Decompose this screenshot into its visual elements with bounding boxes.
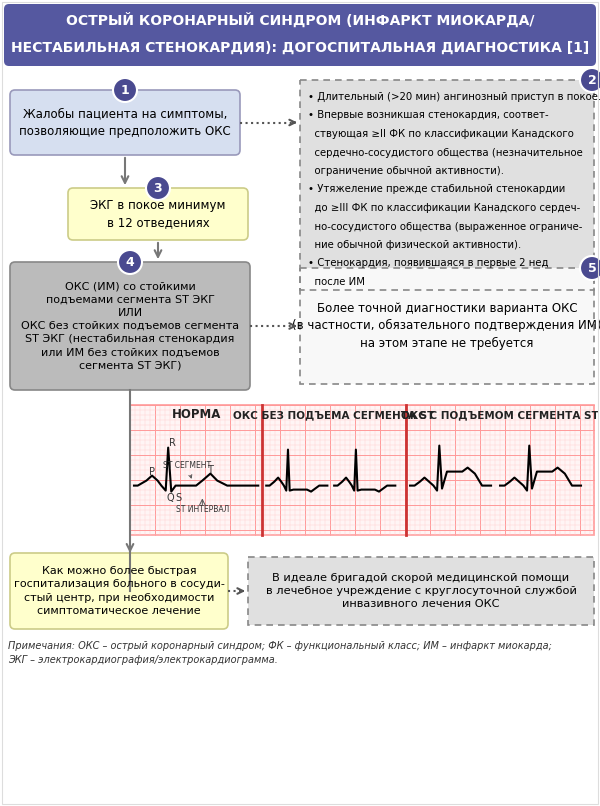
Text: НОРМА: НОРМА — [172, 409, 221, 422]
Text: но-сосудистого общества (выраженное ограниче-: но-сосудистого общества (выраженное огра… — [308, 222, 583, 231]
Text: НЕСТАБИЛЬНАЯ СТЕНОКАРДИЯ): ДОГОСПИТАЛЬНАЯ ДИАГНОСТИКА [1]: НЕСТАБИЛЬНАЯ СТЕНОКАРДИЯ): ДОГОСПИТАЛЬНА… — [11, 41, 589, 55]
Text: ОКС С ПОДЪЕМОМ СЕГМЕНТА ST: ОКС С ПОДЪЕМОМ СЕГМЕНТА ST — [401, 410, 599, 420]
Bar — [130, 405, 594, 535]
Text: Жалобы пациента на симптомы,
позволяющие предположить ОКС: Жалобы пациента на симптомы, позволяющие… — [19, 107, 231, 138]
Text: ОКС (ИМ) со стойкими
подъемами сегмента ST ЭКГ
ИЛИ
ОКС без стойких подъемов сегм: ОКС (ИМ) со стойкими подъемами сегмента … — [21, 281, 239, 371]
Circle shape — [580, 68, 600, 92]
Text: ST ИНТЕРВАЛ: ST ИНТЕРВАЛ — [176, 505, 229, 514]
Bar — [300, 268, 594, 384]
Circle shape — [113, 78, 137, 102]
Text: ОСТРЫЙ КОРОНАРНЫЙ СИНДРОМ (ИНФАРКТ МИОКАРДА/: ОСТРЫЙ КОРОНАРНЫЙ СИНДРОМ (ИНФАРКТ МИОКА… — [66, 12, 534, 27]
Text: • Впервые возникшая стенокардия, соответ-: • Впервые возникшая стенокардия, соответ… — [308, 110, 548, 121]
Bar — [300, 268, 594, 384]
FancyBboxPatch shape — [10, 90, 240, 155]
Text: 1: 1 — [121, 84, 130, 97]
Text: после ИМ: после ИМ — [308, 277, 365, 287]
Text: • Длительный (>20 мин) ангинозный приступ в покое.: • Длительный (>20 мин) ангинозный присту… — [308, 92, 600, 102]
Text: Как можно более быстрая
госпитализация больного в сосуди-
стый центр, при необхо: Как можно более быстрая госпитализация б… — [14, 566, 224, 616]
FancyBboxPatch shape — [68, 188, 248, 240]
FancyBboxPatch shape — [10, 553, 228, 629]
Text: ствующая ≥II ФК по классификации Канадского: ствующая ≥II ФК по классификации Канадск… — [308, 129, 574, 139]
Text: ние обычной физической активности).: ние обычной физической активности). — [308, 240, 521, 250]
Bar — [248, 557, 594, 625]
Text: до ≥III ФК по классификации Канадского сердеч-: до ≥III ФК по классификации Канадского с… — [308, 203, 580, 213]
Text: S: S — [175, 492, 181, 503]
Text: P: P — [149, 467, 155, 476]
FancyBboxPatch shape — [4, 4, 596, 66]
Text: • Утяжеление прежде стабильной стенокардии: • Утяжеление прежде стабильной стенокард… — [308, 185, 565, 194]
Text: 3: 3 — [154, 181, 163, 194]
Text: 2: 2 — [587, 73, 596, 86]
Text: ОКС БЕЗ ПОДЪЕМА СЕГМЕНТА ST: ОКС БЕЗ ПОДЪЕМА СЕГМЕНТА ST — [233, 410, 435, 420]
Text: Q: Q — [167, 492, 175, 503]
Text: 4: 4 — [125, 256, 134, 268]
Circle shape — [580, 256, 600, 280]
Text: сердечно-сосудистого общества (незначительное: сердечно-сосудистого общества (незначите… — [308, 147, 583, 157]
Text: R: R — [169, 438, 176, 447]
Text: 5: 5 — [587, 261, 596, 275]
Text: ST СЕГМЕНТ: ST СЕГМЕНТ — [163, 461, 211, 478]
Circle shape — [118, 250, 142, 274]
Text: Примечания: ОКС – острый коронарный синдром; ФК – функциональный класс; ИМ – инф: Примечания: ОКС – острый коронарный синд… — [8, 641, 552, 651]
Text: В идеале бригадой скорой медицинской помощи
в лечебное учреждение с круглосуточн: В идеале бригадой скорой медицинской пом… — [266, 573, 577, 609]
Text: ЭКГ – электрокардиография/электрокардиограмма.: ЭКГ – электрокардиография/электрокардиог… — [8, 655, 278, 665]
Text: ЭКГ в покое минимум
в 12 отведениях: ЭКГ в покое минимум в 12 отведениях — [90, 198, 226, 230]
Text: T: T — [208, 464, 214, 475]
Text: ограничение обычной активности).: ограничение обычной активности). — [308, 166, 504, 176]
Bar — [300, 80, 594, 290]
Text: Более точной диагностики варианта ОКС
(в частности, обязательного подтверждения : Более точной диагностики варианта ОКС (в… — [292, 302, 600, 350]
Circle shape — [146, 176, 170, 200]
Bar — [248, 557, 594, 625]
FancyBboxPatch shape — [10, 262, 250, 390]
Bar — [300, 80, 594, 290]
Text: • Стенокардия, появившаяся в первые 2 нед: • Стенокардия, появившаяся в первые 2 не… — [308, 259, 548, 268]
